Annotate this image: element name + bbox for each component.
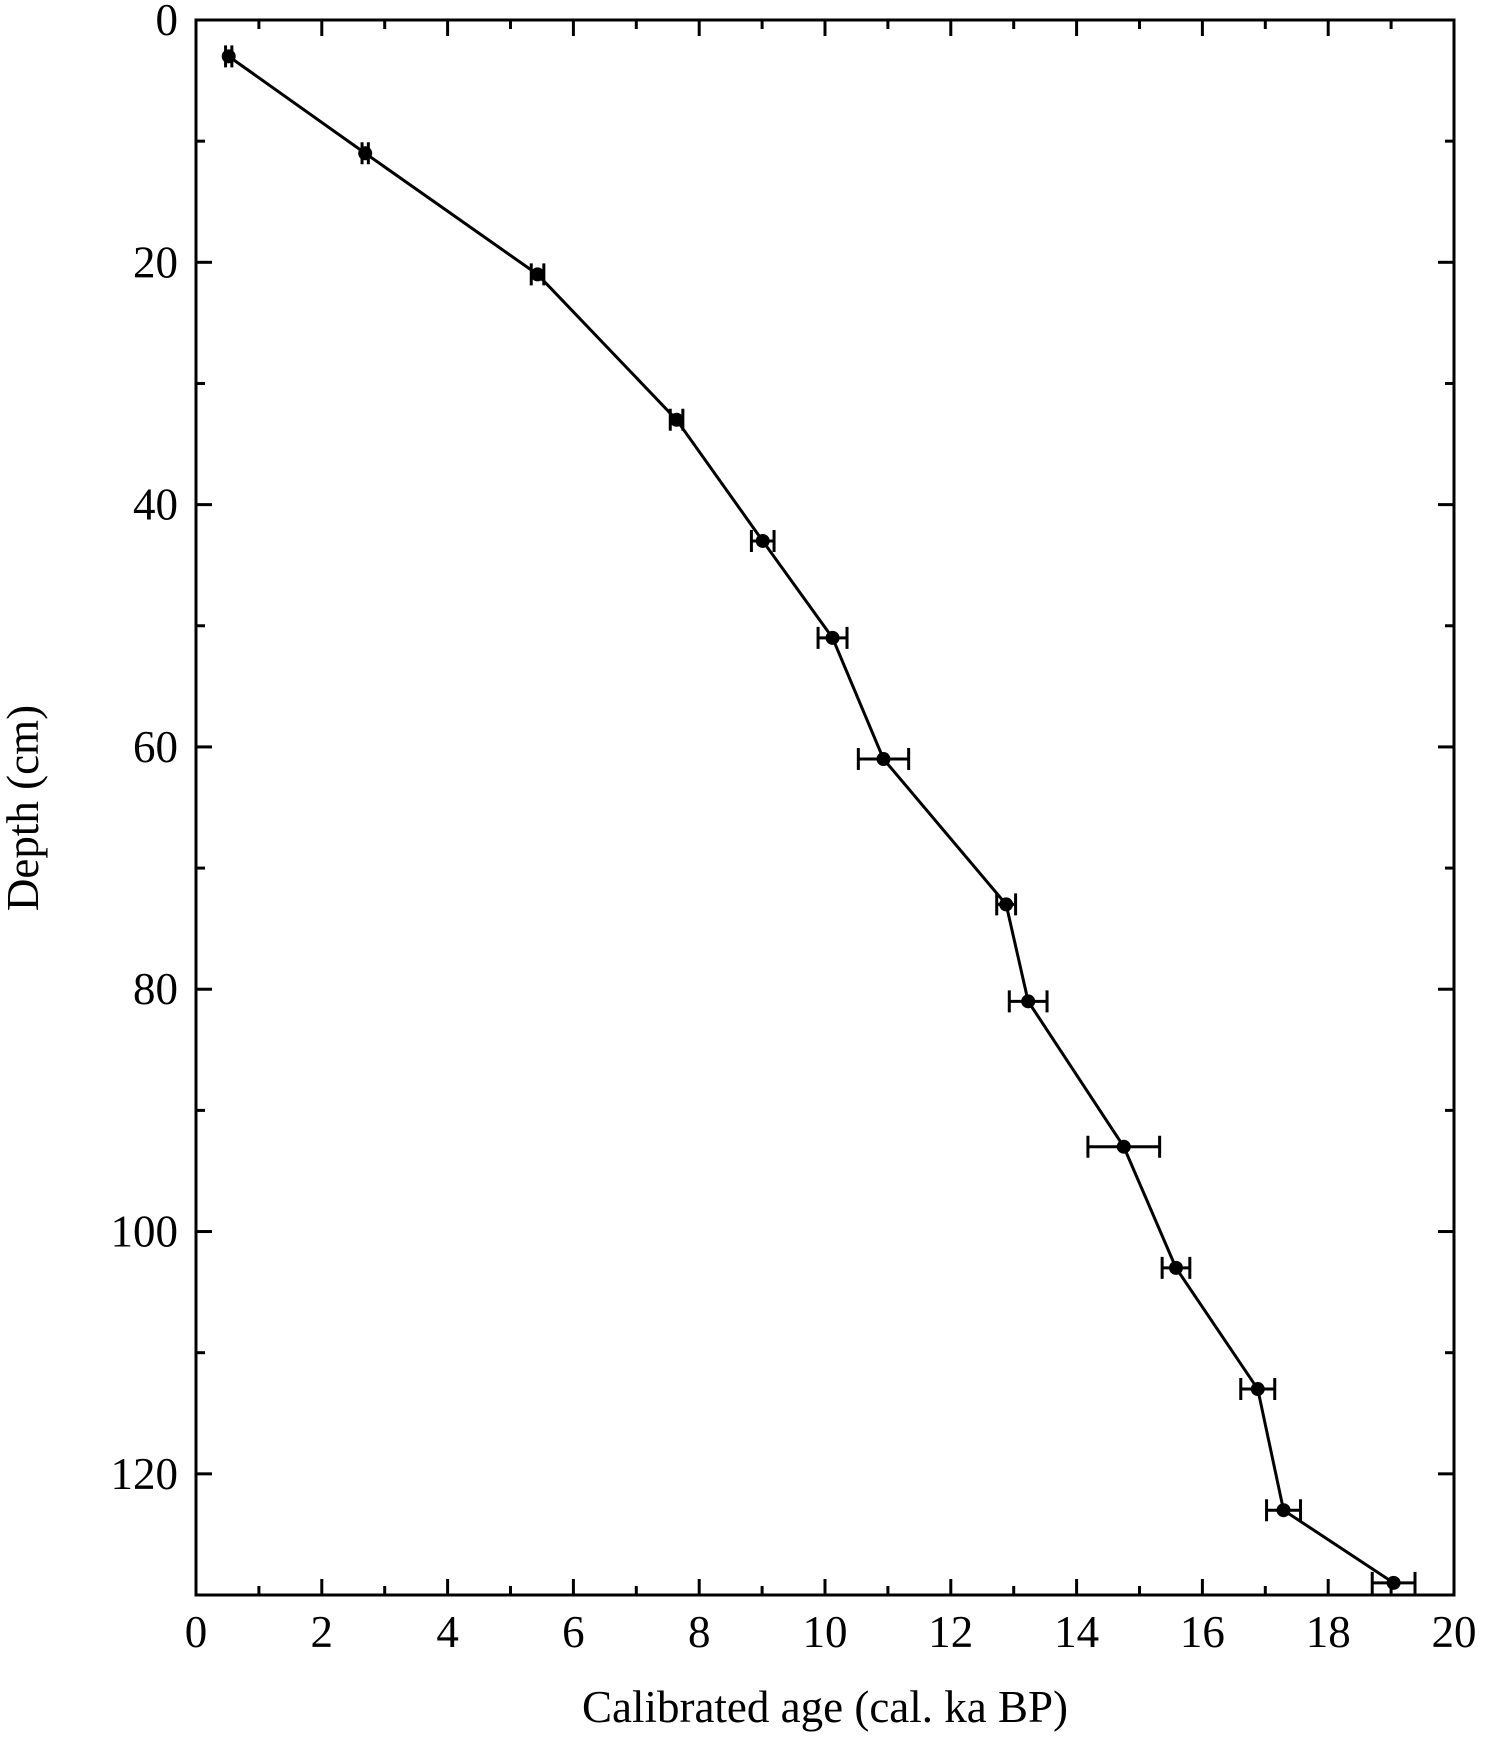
x-tick-label: 16 — [1180, 1607, 1225, 1657]
data-point — [1021, 994, 1036, 1009]
y-tick-label: 80 — [133, 964, 178, 1014]
y-tick-label: 100 — [111, 1207, 179, 1257]
x-tick-label: 8 — [688, 1607, 711, 1657]
x-tick-label: 0 — [185, 1607, 208, 1657]
y-tick-label: 120 — [111, 1449, 179, 1499]
data-point — [876, 752, 891, 767]
data-point — [999, 897, 1014, 912]
data-point — [1168, 1260, 1183, 1275]
x-tick-label: 10 — [803, 1607, 848, 1657]
data-point — [221, 49, 236, 64]
plot-frame — [194, 18, 1456, 1597]
data-point — [1250, 1382, 1265, 1397]
x-tick-label: 6 — [562, 1607, 585, 1657]
data-point — [825, 630, 840, 645]
data-point — [530, 267, 545, 282]
x-tick-label: 12 — [928, 1607, 973, 1657]
x-tick-label: 2 — [311, 1607, 334, 1657]
x-tick-label: 20 — [1432, 1607, 1477, 1657]
y-tick-label: 20 — [133, 237, 178, 287]
data-point — [669, 412, 684, 427]
x-tick-label: 18 — [1306, 1607, 1351, 1657]
y-tick-label: 0 — [156, 0, 179, 45]
x-tick-label: 14 — [1054, 1607, 1099, 1657]
data-line — [227, 55, 1395, 1585]
x-tick-label: 4 — [436, 1607, 459, 1657]
data-point — [358, 146, 373, 161]
x-axis-title: Calibrated age (cal. ka BP) — [582, 1682, 1068, 1732]
y-axis-title: Depth (cm) — [0, 705, 48, 911]
data-point — [755, 533, 770, 548]
data-point — [1386, 1575, 1401, 1590]
data-point — [1276, 1503, 1291, 1518]
y-tick-label: 40 — [133, 480, 178, 530]
y-tick-label: 60 — [133, 722, 178, 772]
data-point — [1116, 1139, 1131, 1154]
